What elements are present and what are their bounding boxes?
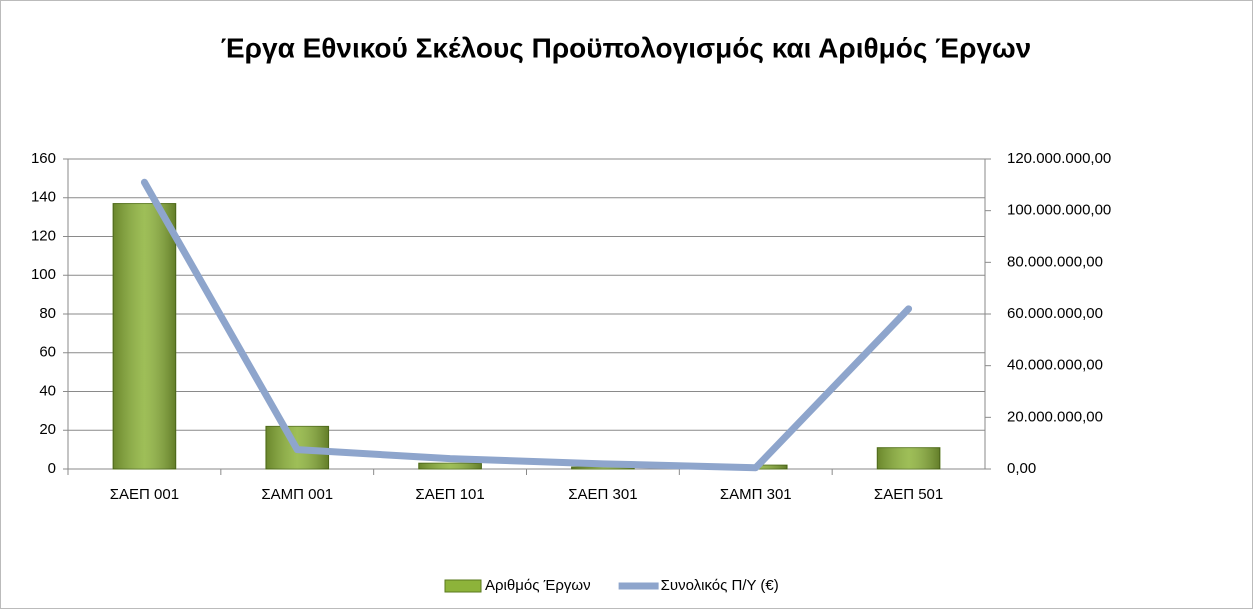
y2-tick-label: 100.000.000,00 (1007, 202, 1111, 219)
x-tick-label: ΣΑΕΠ 301 (568, 486, 637, 503)
y2-tick-label: 60.000.000,00 (1007, 305, 1103, 322)
y2-tick-label: 20.000.000,00 (1007, 408, 1103, 425)
legend-label: Αριθμός Έργων (485, 577, 591, 594)
x-tick-label: ΣΑΕΠ 101 (415, 486, 484, 503)
legend-swatch (444, 579, 482, 593)
x-tick-label: ΣΑΕΠ 501 (874, 486, 943, 503)
y-tick-label: 80 (39, 305, 56, 322)
y-tick-label: 20 (39, 421, 56, 438)
y2-tick-label: 80.000.000,00 (1007, 253, 1103, 270)
y-tick-label: 140 (31, 189, 56, 206)
y-tick-label: 100 (31, 266, 56, 283)
line-series (140, 178, 913, 472)
x-tick-label: ΣΑΕΠ 001 (110, 486, 179, 503)
y-tick-label: 120 (31, 227, 56, 244)
chart-title: Έργα Εθνικού Σκέλους Προϋπολογισμός και … (221, 32, 1031, 63)
y2-tick-label: 0,00 (1007, 460, 1036, 477)
x-tick-label: ΣΑΜΠ 301 (720, 486, 792, 503)
legend-label: Συνολικός Π/Υ (€) (661, 577, 779, 594)
y-tick-label: 0 (48, 460, 56, 477)
bar (418, 462, 482, 470)
bar (876, 447, 941, 470)
y-tick-label: 60 (39, 344, 56, 361)
y2-tick-label: 40.000.000,00 (1007, 357, 1103, 374)
y-tick-label: 160 (31, 150, 56, 167)
bar (112, 203, 177, 470)
x-tick-label: ΣΑΜΠ 001 (261, 486, 333, 503)
y-tick-label: 40 (39, 382, 56, 399)
y2-tick-label: 120.000.000,00 (1007, 150, 1111, 167)
